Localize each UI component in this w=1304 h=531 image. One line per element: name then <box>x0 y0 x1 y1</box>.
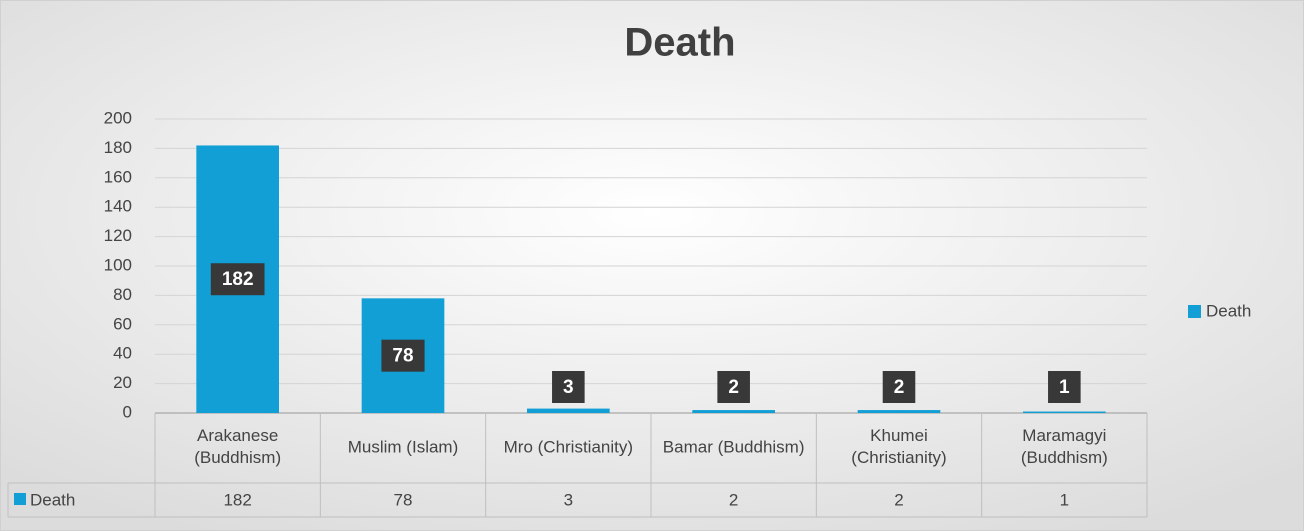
bar <box>1023 411 1106 413</box>
x-tick-line: Maramagyi <box>1022 426 1106 445</box>
x-tick-line: Arakanese <box>197 426 278 445</box>
legend-key <box>14 493 26 505</box>
x-tick-line: Khumei <box>870 426 928 445</box>
x-tick-label: Maramagyi (Buddhism) <box>1021 426 1108 467</box>
table-value: 1 <box>1060 490 1069 509</box>
bar <box>692 410 775 413</box>
data-label: 78 <box>381 339 425 372</box>
data-label-box <box>381 339 425 372</box>
data-label-box <box>552 371 585 403</box>
data-label-text: 1 <box>1059 377 1070 398</box>
data-label: 2 <box>882 371 916 403</box>
y-tick-label: 120 <box>104 226 132 245</box>
x-tick-line: (Christianity) <box>851 448 946 467</box>
y-tick-label: 140 <box>104 197 132 216</box>
y-tick-label: 40 <box>113 344 132 363</box>
bar <box>857 410 941 413</box>
y-tick-label: 200 <box>104 108 132 127</box>
data-label-box <box>1048 371 1081 403</box>
y-tick-label: 20 <box>113 373 132 392</box>
table-value: 2 <box>894 490 903 509</box>
data-label: 3 <box>552 371 585 403</box>
table-value: 2 <box>729 490 738 509</box>
data-label-box <box>717 371 750 403</box>
legend-label: Death <box>1206 301 1251 320</box>
data-label: 182 <box>210 263 265 296</box>
data-label-text: 2 <box>894 377 905 398</box>
chart-title: Death <box>624 21 735 65</box>
y-tick-label: 0 <box>123 402 132 421</box>
legend-key <box>1188 305 1201 318</box>
x-tick-line: (Buddhism) <box>1021 448 1108 467</box>
table-value: 3 <box>564 490 573 509</box>
data-label: 2 <box>717 371 750 403</box>
y-tick-label: 180 <box>104 138 132 157</box>
data-label-text: 3 <box>563 377 574 398</box>
x-tick-label: Mro (Christianity) <box>504 437 633 456</box>
x-tick-label: Bamar (Buddhism) <box>663 437 805 456</box>
table-value: 182 <box>223 490 251 509</box>
data-label-text: 182 <box>222 269 254 290</box>
y-tick-label: 80 <box>113 285 132 304</box>
x-tick-label: Muslim (Islam) <box>348 437 459 456</box>
table-series-name: Death <box>30 490 75 509</box>
table-value: 78 <box>394 490 413 509</box>
y-tick-label: 160 <box>104 167 132 186</box>
data-label-text: 2 <box>728 377 739 398</box>
x-tick-label: Khumei (Christianity) <box>851 426 946 467</box>
data-label-text: 78 <box>392 346 413 367</box>
data-label: 1 <box>1048 371 1081 403</box>
y-tick-label: 60 <box>113 314 132 333</box>
bar <box>527 408 610 413</box>
data-label-box <box>882 371 916 403</box>
y-tick-label: 100 <box>104 255 132 274</box>
x-tick-line: (Buddhism) <box>194 448 281 467</box>
x-tick-label: Arakanese (Buddhism) <box>194 426 281 467</box>
data-label-box <box>210 263 265 296</box>
